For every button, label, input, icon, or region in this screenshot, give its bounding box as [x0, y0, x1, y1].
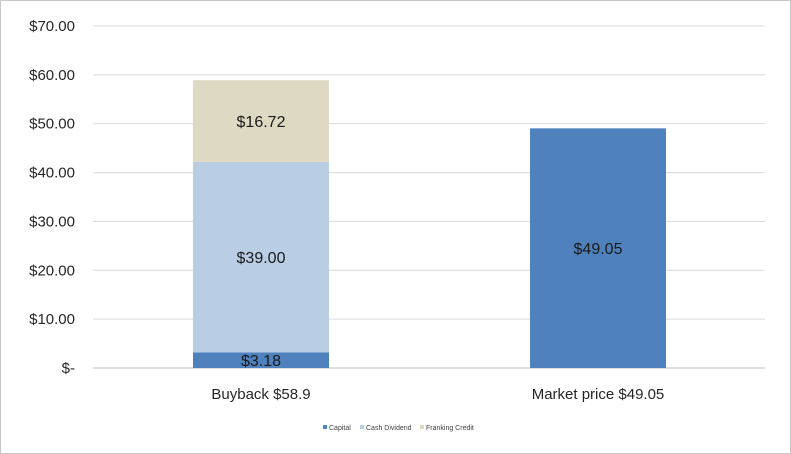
y-tick-label: $60.00 — [29, 67, 75, 84]
y-tick-label: $20.00 — [29, 262, 75, 279]
x-axis-category-labels: Buyback $58.9 Market price $49.05 — [211, 386, 664, 403]
x-category-label: Buyback $58.9 — [211, 386, 310, 403]
y-tick-label: $70.00 — [29, 18, 75, 35]
data-label-capital-0: $3.18 — [241, 353, 281, 370]
bar-capital-1 — [530, 128, 666, 368]
legend-swatch-franking-credit — [420, 425, 424, 429]
x-category-label: Market price $49.05 — [532, 386, 665, 403]
bar-cash-dividend-0 — [193, 161, 329, 353]
y-tick-label: $50.00 — [29, 116, 75, 133]
legend-swatch-capital — [323, 425, 327, 429]
y-tick-label: $10.00 — [29, 311, 75, 328]
bar-franking-credit-0 — [193, 80, 329, 162]
y-tick-label: $30.00 — [29, 213, 75, 230]
data-label-franking-credit-0: $16.72 — [237, 114, 286, 131]
legend-label-capital: Capital — [329, 425, 351, 432]
y-tick-label: $40.00 — [29, 165, 75, 182]
data-label-capital-1: $49.05 — [574, 241, 623, 258]
legend-label-cash-dividend: Cash Dividend — [366, 425, 412, 432]
bar-capital-0 — [193, 352, 329, 368]
y-axis-tick-labels: $- $10.00 $20.00 $30.00 $40.00 $50.00 $60.00 $7… — [29, 18, 75, 377]
data-labels: $3.18 $39.00 $16.72 $49.05 — [237, 114, 623, 370]
legend-swatch-cash-dividend — [360, 425, 364, 429]
legend: Capital Cash Dividend Franking Credit — [323, 425, 474, 432]
data-label-cash-dividend-0: $39.00 — [237, 250, 286, 267]
y-tick-label: $- — [62, 360, 75, 377]
bars — [193, 80, 666, 368]
legend-label-franking-credit: Franking Credit — [426, 425, 474, 432]
